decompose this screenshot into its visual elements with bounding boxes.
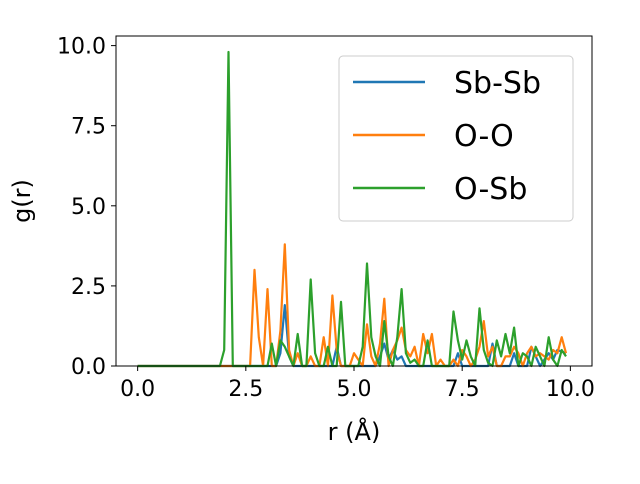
y-tick-label: 0.0 xyxy=(71,355,106,380)
x-axis-label: r (Å) xyxy=(328,417,381,446)
y-tick-label: 10.0 xyxy=(57,35,106,60)
series-line-o-sb xyxy=(137,50,567,368)
legend-label-sb-sb: Sb-Sb xyxy=(454,66,541,101)
legend-label-o-o: O-O xyxy=(454,119,514,154)
y-axis-label: g(r) xyxy=(8,179,36,223)
legend-label-o-sb: O-Sb xyxy=(454,172,527,207)
x-tick-label: 7.5 xyxy=(445,377,480,402)
x-tick-label: 5.0 xyxy=(337,377,372,402)
y-tick-label: 7.5 xyxy=(71,115,106,140)
y-tick-label: 2.5 xyxy=(71,275,106,300)
legend: Sb-Sb O-O O-Sb xyxy=(338,55,574,222)
ticks-layer: 0.0 2.5 5.0 7.5 10.0 0.0 2.5 5.0 7.5 10.0 xyxy=(57,35,595,402)
x-tick-label: 10.0 xyxy=(546,377,595,402)
legend-box xyxy=(338,55,574,222)
x-tick-label: 0.0 xyxy=(120,377,155,402)
x-tick-label: 2.5 xyxy=(228,377,263,402)
y-tick-label: 5.0 xyxy=(71,195,106,220)
